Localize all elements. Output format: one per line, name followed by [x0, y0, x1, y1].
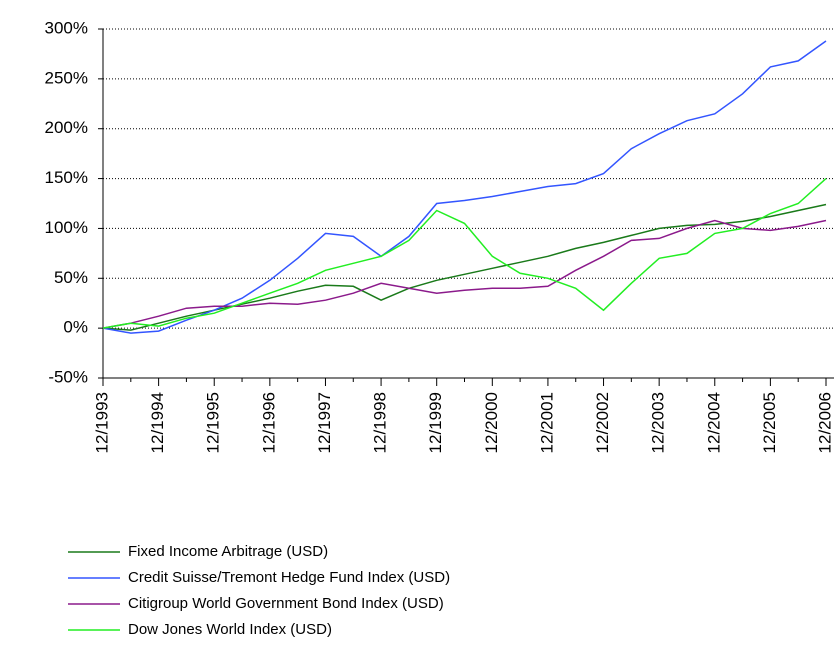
x-tick-label: 12/1998	[371, 392, 390, 453]
legend: Fixed Income Arbitrage (USD) Credit Suiss…	[68, 543, 450, 638]
x-tick-label: 12/1995	[204, 392, 223, 453]
legend-label: Fixed Income Arbitrage (USD)	[128, 543, 328, 560]
series-line	[102, 178, 827, 329]
y-tick-label: 100%	[45, 218, 88, 237]
legend-label: Citigroup World Government Bond Index (U…	[128, 595, 444, 612]
y-tick-label: 0%	[63, 318, 88, 337]
series-line	[102, 203, 827, 331]
x-tick-label: 12/1993	[92, 392, 111, 453]
x-tick-label: 12/1996	[259, 392, 278, 453]
y-tick-label: 300%	[45, 18, 88, 37]
x-tick-label: 12/1994	[148, 392, 167, 453]
x-tick-label: 12/2004	[704, 392, 723, 453]
y-tick-label: 200%	[45, 118, 88, 137]
x-tick-label: 12/2002	[593, 392, 612, 453]
x-tick-label: 12/2003	[649, 392, 668, 453]
legend-label: Credit Suisse/Tremont Hedge Fund Index (…	[128, 569, 450, 586]
series-line	[102, 40, 827, 334]
x-tick-label: 12/1997	[315, 392, 334, 453]
y-tick-label: -50%	[48, 367, 88, 386]
y-tick-label: 250%	[45, 68, 88, 87]
x-tick-label: 12/2006	[815, 392, 834, 453]
y-tick-label: 150%	[45, 168, 88, 187]
x-tick-label: 12/2001	[537, 392, 556, 453]
series-line	[102, 219, 827, 329]
y-tick-label: 50%	[54, 268, 88, 287]
x-tick-label: 12/1999	[426, 392, 445, 453]
x-tick-label: 12/2000	[482, 392, 501, 453]
x-tick-label: 12/2005	[760, 392, 779, 453]
legend-label: Dow Jones World Index (USD)	[128, 621, 332, 638]
